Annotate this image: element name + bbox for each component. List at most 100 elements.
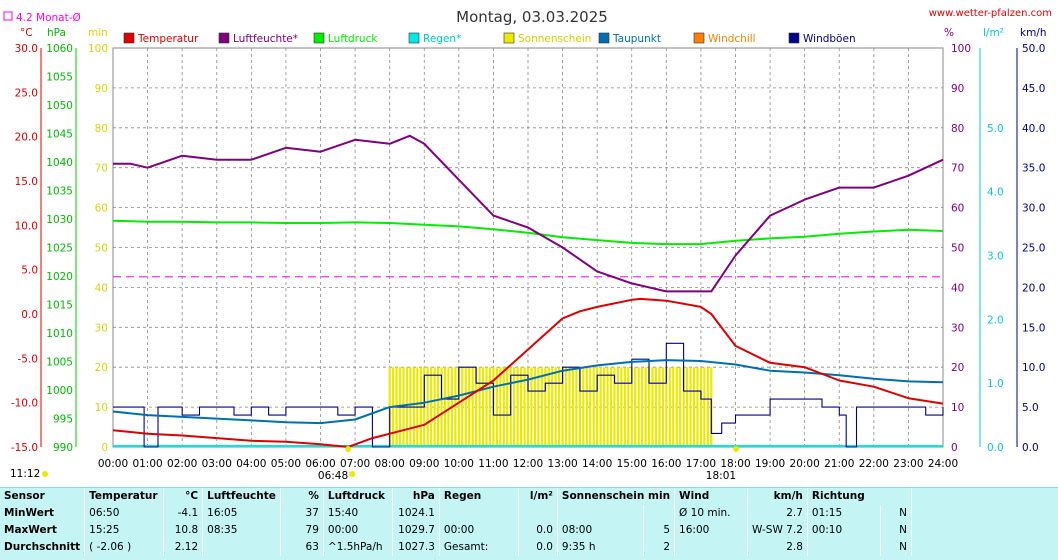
legend-label: Taupunkt (612, 33, 661, 45)
hdr-dir: Richtung (807, 488, 913, 505)
legend-swatch (693, 32, 705, 44)
temp-tick-label: 25.0 (15, 87, 38, 99)
rain-time: Gesamt: (439, 539, 519, 556)
humidity-tick-label: 60 (951, 203, 964, 215)
legend-label: Regen* (423, 33, 461, 45)
rain-value (518, 505, 558, 522)
temp-tick-label: 0.0 (21, 309, 38, 321)
wind-tick-label: 15.0 (1022, 322, 1045, 334)
temp-value: 10.8 (163, 522, 204, 539)
dir-value: N (880, 505, 913, 522)
wind-time: 16:00 (674, 522, 749, 539)
sun-value (643, 505, 676, 522)
series-layer (112, 134, 944, 448)
sunrise-sun-icon (349, 471, 356, 477)
row-label: Durchschnitt (0, 539, 86, 556)
rain-value: 0.0 (518, 539, 558, 556)
legend-label: Luftdruck (328, 33, 378, 45)
pressure-tick-label: 1000 (46, 385, 73, 397)
legend-label: Luftfeuchte* (233, 33, 298, 45)
hdr-temp: Temperatur (84, 488, 165, 505)
wind-gust-line (113, 342, 944, 448)
time-tick-label: 02:00 (167, 458, 197, 470)
time-tick-label: 16:00 (651, 458, 681, 470)
legend-swatch (123, 32, 135, 44)
wind-value: 2.7 (747, 505, 808, 522)
monthly-avg-label: 4.2 Monat-Ø (16, 12, 81, 24)
pressure-tick-label: 1055 (46, 72, 73, 84)
sun-value: 2 (643, 539, 676, 556)
humidity-tick-label: 50 (951, 243, 964, 255)
row-label: MaxWert (0, 522, 86, 539)
sunshine-tick-label: 70 (95, 163, 108, 175)
time-tick-label: 11:00 (478, 458, 508, 470)
wind-tick-label: 10.0 (1022, 362, 1045, 374)
press-time: 15:40 (323, 505, 393, 522)
pressure-tick-label: 1015 (46, 300, 73, 312)
humidity-tick-label: 70 (951, 163, 964, 175)
pressure-tick-label: 990 (53, 442, 73, 454)
website-label: www.wetter-pfalzen.com (929, 8, 1052, 19)
time-tick-label: 18:00 (720, 458, 750, 470)
wind-tick-label: 0.0 (1022, 442, 1039, 454)
time-tick-label: 08:00 (375, 458, 405, 470)
humidity-tick-label: 90 (951, 83, 964, 95)
hum-time: 16:05 (202, 505, 281, 522)
time-tick-label: 19:00 (755, 458, 785, 470)
time-tick-label: 24:00 (928, 458, 958, 470)
pressure-tick-label: 1050 (46, 100, 73, 112)
stats-header-row: Sensor Temperatur °C Luftfeuchte % Luftd… (0, 488, 913, 505)
legend-label: Windböen (803, 33, 856, 45)
time-tick-label: 07:00 (340, 458, 370, 470)
rain-unit-label: l/m² (983, 27, 1004, 39)
wind-tick-label: 45.0 (1022, 83, 1045, 95)
wind-tick-label: 35.0 (1022, 163, 1045, 175)
temperature-line (112, 297, 944, 448)
stats-row-min: MinWert 06:50 -4.1 16:05 37 15:40 1024.1… (0, 505, 913, 522)
temp-value: -4.1 (163, 505, 204, 522)
legend-swatch (408, 32, 420, 44)
wind-time: Ø 10 min. (674, 505, 749, 522)
weather-chart: 30.0 25.0 20.0 15.0 10.0 5.0 0.0 -5.0 -10.0 -15.0… (3, 8, 1052, 482)
hdr-rain: Regen (439, 488, 519, 505)
temp-tick-label: 20.0 (15, 132, 38, 144)
humidity-tick-label: 0 (951, 442, 958, 454)
wind-tick-label: 50.0 (1022, 43, 1045, 55)
legend-swatch (598, 32, 610, 44)
press-value: 1027.3 (392, 539, 440, 556)
legend-swatch (313, 32, 325, 44)
rain-tick-label: 4.0 (987, 187, 1004, 199)
hdr-hum: Luftfeuchte (202, 488, 281, 505)
hum-value: 63 (280, 539, 324, 556)
sunshine-tick-label: 90 (95, 83, 108, 95)
time-tick-label: 05:00 (271, 458, 301, 470)
hdr-wind-unit: km/h (747, 488, 808, 505)
dir-value: N (880, 539, 913, 556)
wind-value: 2.8 (747, 539, 808, 556)
wind-tick-label: 40.0 (1022, 123, 1045, 135)
humidity-tick-label: 40 (951, 282, 964, 294)
temp-tick-label: 10.0 (15, 220, 38, 232)
wind-tick-label: 25.0 (1022, 243, 1045, 255)
pressure-tick-label: 1045 (46, 129, 73, 141)
rain-time (439, 505, 519, 522)
stats-row-max: MaxWert 15:25 10.8 08:35 79 00:00 1029.7… (0, 522, 913, 539)
sun-time (557, 505, 644, 522)
legend-label: Windchill (708, 33, 756, 45)
rain-time: 00:00 (439, 522, 519, 539)
rain-tick-label: 0.0 (987, 442, 1004, 454)
pressure-tick-label: 1060 (46, 43, 73, 55)
temp-tick-label: -5.0 (18, 353, 39, 365)
sunshine-unit-label: min (88, 27, 108, 39)
wind-tick-label: 30.0 (1022, 203, 1045, 215)
rain-tick-label: 3.0 (987, 250, 1004, 262)
sunshine-tick-label: 20 (95, 362, 108, 374)
temp-tick-label: -15.0 (11, 442, 38, 454)
time-tick-label: 21:00 (824, 458, 854, 470)
time-tick-label: 13:00 (547, 458, 577, 470)
sunset-icon (733, 446, 740, 452)
press-time: 00:00 (323, 522, 393, 539)
legend-swatch (503, 32, 515, 44)
humidity-tick-label: 80 (951, 123, 964, 135)
temp-tick-label: 5.0 (21, 265, 38, 277)
